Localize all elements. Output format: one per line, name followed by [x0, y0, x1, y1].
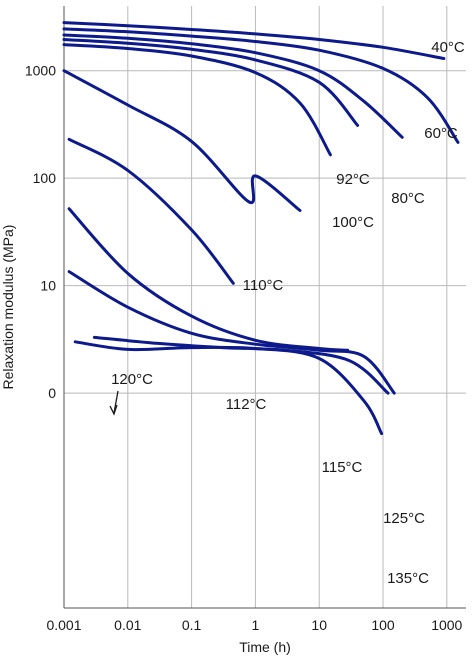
- series-line-110c: [62, 69, 302, 212]
- series-line-60c: [62, 27, 460, 144]
- label-120c-arrow: [113, 390, 119, 414]
- label-115c: 115°C: [322, 459, 363, 476]
- label-125c: 125°C: [383, 510, 425, 527]
- label-110c: 110°C: [243, 277, 284, 294]
- tick-labels: 0.001 0.01 0.1 1 10 100 1000 0 10 100 1000: [25, 63, 463, 633]
- x-tick-label: 0.1: [182, 617, 202, 633]
- y-tick-label: 1000: [25, 63, 56, 79]
- series-line-100c: [62, 43, 332, 157]
- x-axis-title: Time (h): [239, 639, 291, 655]
- label-92c: 92°C: [336, 171, 370, 188]
- series-line-40c: [62, 21, 446, 60]
- y-tick-label: 0: [48, 385, 56, 401]
- series-line-115c: [67, 207, 350, 352]
- series-line-112c: [67, 137, 235, 285]
- label-60c: 60°C: [424, 125, 458, 142]
- x-tick-label: 0.01: [114, 617, 141, 633]
- y-tick-label: 10: [40, 278, 56, 294]
- label-100c: 100°C: [332, 214, 374, 231]
- series-lines: [62, 21, 460, 436]
- series-line-120c: [67, 270, 396, 395]
- x-tick-label: 100: [371, 617, 395, 633]
- label-40c: 40°C: [431, 39, 465, 56]
- axes: [63, 6, 466, 609]
- label-135c: 135°C: [387, 570, 429, 587]
- y-tick-label: 100: [33, 170, 57, 186]
- label-120c: 120°C: [111, 371, 153, 388]
- series-line-80c: [62, 33, 404, 139]
- series-line-135c: [73, 340, 384, 436]
- series-line-92c: [62, 38, 360, 127]
- x-tick-label: 1: [251, 617, 259, 633]
- label-80c: 80°C: [391, 190, 425, 207]
- x-tick-label: 10: [311, 617, 327, 633]
- label-112c: 112°C: [226, 396, 267, 413]
- x-tick-label: 0.001: [46, 617, 81, 633]
- temperature-labels: 40°C 60°C 80°C 92°C 100°C 110°C 112°C 115°C 120°…: [109, 39, 465, 587]
- y-axis-title: Relaxation modulus (MPa): [0, 225, 16, 390]
- x-tick-label: 1000: [431, 617, 462, 633]
- label-120c-arrowhead: [109, 404, 118, 416]
